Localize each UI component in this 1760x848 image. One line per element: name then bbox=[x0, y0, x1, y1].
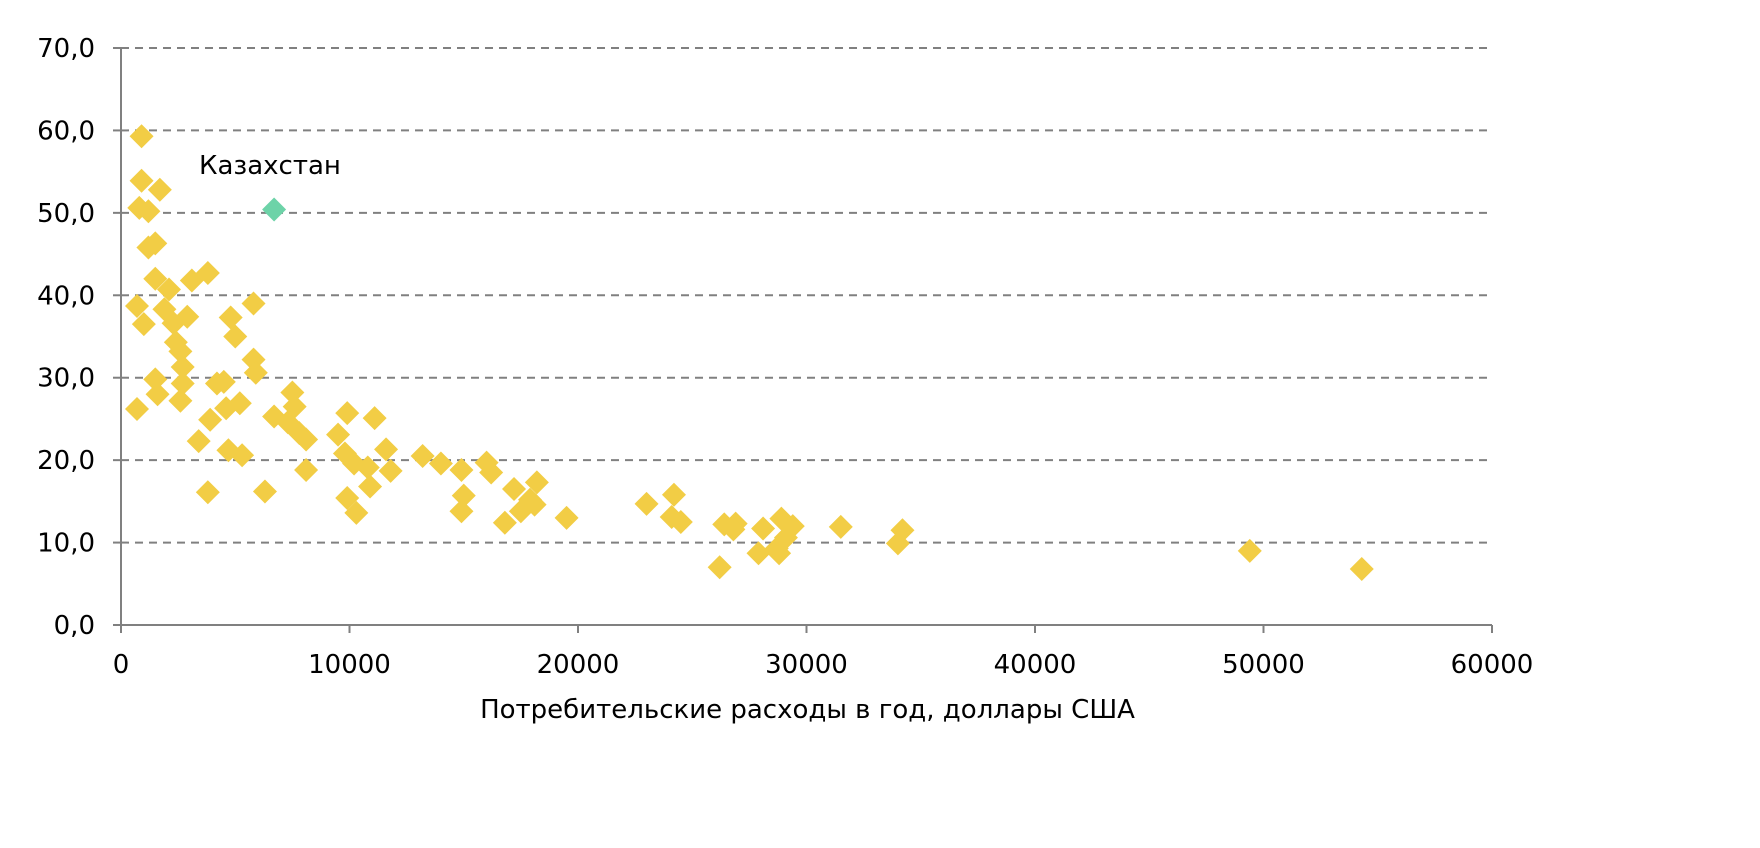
data-point bbox=[241, 291, 266, 316]
x-tick-label: 30000 bbox=[765, 650, 848, 680]
data-point bbox=[358, 474, 383, 499]
data-point bbox=[186, 429, 211, 454]
data-point bbox=[410, 444, 435, 469]
data-point bbox=[145, 382, 170, 407]
data-point bbox=[143, 266, 168, 291]
x-tick-label: 0 bbox=[113, 650, 130, 680]
y-tick-label: 40,0 bbox=[37, 281, 95, 311]
data-point bbox=[1237, 538, 1262, 563]
data-point bbox=[129, 124, 154, 149]
y-tick-label: 60,0 bbox=[37, 116, 95, 146]
data-point bbox=[243, 360, 268, 385]
data-point bbox=[168, 339, 193, 364]
data-point bbox=[746, 541, 771, 566]
data-point bbox=[223, 324, 248, 349]
data-point bbox=[374, 437, 399, 462]
data-point bbox=[195, 480, 220, 505]
y-tick-label: 50,0 bbox=[37, 199, 95, 229]
data-point bbox=[508, 499, 533, 524]
x-tick-labels: 0 10000 20000 30000 40000 50000 60000 bbox=[113, 650, 1534, 680]
data-point bbox=[335, 401, 360, 426]
data-point bbox=[124, 294, 149, 319]
data-point bbox=[179, 268, 204, 293]
data-point bbox=[751, 516, 776, 541]
x-axis-title: Потребительские расходы в год, доллары С… bbox=[480, 695, 1135, 725]
data-point bbox=[449, 458, 474, 483]
data-point bbox=[451, 483, 476, 508]
data-point bbox=[136, 199, 161, 224]
axes bbox=[113, 47, 1493, 633]
data-point bbox=[524, 470, 549, 495]
x-tick-label: 40000 bbox=[994, 650, 1077, 680]
data-point bbox=[326, 422, 351, 447]
y-tick-label: 20,0 bbox=[37, 446, 95, 476]
y-tick-label: 10,0 bbox=[37, 529, 95, 559]
data-point bbox=[362, 406, 387, 431]
x-tick-label: 20000 bbox=[537, 650, 620, 680]
y-tick-labels: 0,0 10,0 20,0 30,0 40,0 50,0 60,0 70,0 bbox=[37, 34, 95, 641]
data-point bbox=[214, 396, 239, 421]
data-point bbox=[344, 500, 369, 525]
data-point bbox=[147, 177, 172, 202]
data-point bbox=[218, 305, 243, 330]
y-tick-label: 70,0 bbox=[37, 34, 95, 64]
data-point bbox=[449, 499, 474, 524]
data-point bbox=[707, 555, 732, 580]
data-point bbox=[668, 509, 693, 534]
data-point bbox=[211, 369, 236, 394]
data-point bbox=[124, 397, 149, 422]
data-point bbox=[294, 458, 319, 483]
data-point bbox=[198, 407, 223, 432]
data-point bbox=[143, 367, 168, 392]
x-tick-label: 60000 bbox=[1451, 650, 1534, 680]
data-point bbox=[767, 541, 792, 566]
y-tick-label: 30,0 bbox=[37, 364, 95, 394]
data-point bbox=[1349, 556, 1374, 581]
data-point bbox=[828, 514, 853, 539]
data-point bbox=[502, 476, 527, 501]
data-point bbox=[294, 427, 319, 452]
highlight-point-kazakhstan bbox=[262, 197, 287, 222]
x-tick-label: 50000 bbox=[1222, 650, 1305, 680]
data-point bbox=[230, 443, 255, 468]
data-point bbox=[428, 451, 453, 476]
data-point bbox=[156, 277, 181, 302]
data-point bbox=[554, 505, 579, 530]
data-point bbox=[661, 482, 686, 507]
data-point bbox=[161, 311, 186, 336]
data-point bbox=[355, 455, 380, 480]
x-tick-label: 10000 bbox=[308, 650, 391, 680]
data-point bbox=[885, 531, 910, 556]
data-point bbox=[492, 510, 517, 535]
data-point bbox=[252, 479, 277, 504]
data-point bbox=[170, 354, 195, 379]
data-points bbox=[124, 124, 1374, 581]
data-point bbox=[378, 458, 403, 483]
gridlines bbox=[121, 47, 1492, 544]
kazakhstan-annotation: Казахстан bbox=[199, 151, 341, 181]
data-point bbox=[136, 235, 161, 260]
y-tick-label: 0,0 bbox=[54, 611, 95, 641]
data-point bbox=[129, 168, 154, 193]
data-point bbox=[634, 491, 659, 516]
data-point bbox=[479, 460, 504, 485]
data-point bbox=[168, 388, 193, 413]
data-point bbox=[131, 312, 156, 337]
data-point bbox=[721, 517, 746, 542]
data-point bbox=[170, 371, 195, 396]
